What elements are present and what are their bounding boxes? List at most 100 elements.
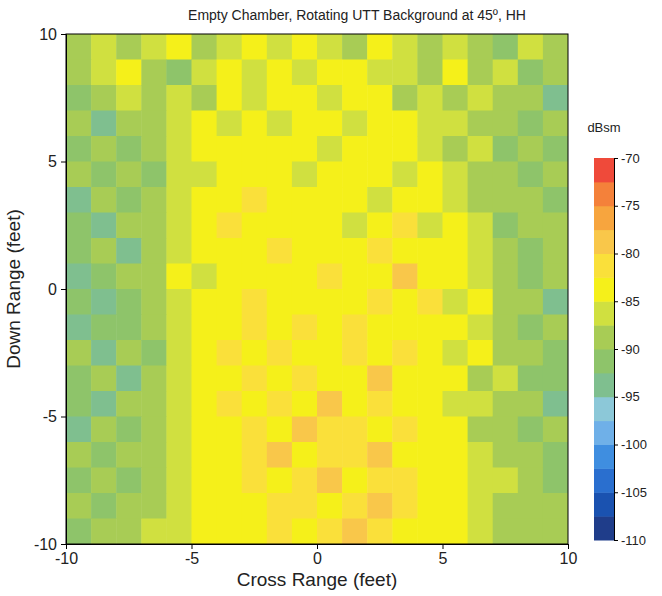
heatmap-cell — [116, 111, 142, 137]
heatmap-cell — [91, 34, 117, 60]
colorbar-tick-label: -110 — [621, 533, 646, 548]
colorbar-tick: -110 — [614, 533, 646, 548]
heatmap-cell — [292, 213, 318, 239]
heatmap-cell — [242, 213, 268, 239]
x-axis-line — [67, 545, 569, 550]
heatmap-cell — [543, 187, 568, 213]
heatmap-cell — [217, 264, 243, 290]
heatmap-cell — [292, 289, 318, 315]
heatmap-cell — [267, 417, 293, 443]
colorbar-tick-mark — [614, 206, 618, 207]
colorbar-tick: -105 — [614, 485, 647, 500]
heatmap-cell — [292, 187, 318, 213]
x-axis: -10-50510 — [55, 544, 578, 567]
heatmap-cell — [217, 213, 243, 239]
heatmap-cell — [242, 289, 268, 315]
colorbar-band — [594, 158, 614, 182]
heatmap-cell — [518, 391, 544, 417]
heatmap-cell — [317, 468, 343, 494]
heatmap-cell — [116, 264, 142, 290]
heatmap-cell — [367, 366, 393, 392]
heatmap-cell — [116, 519, 142, 545]
heatmap-cell — [192, 187, 218, 213]
heatmap-cell — [166, 34, 192, 60]
heatmap-cell — [392, 264, 418, 290]
heatmap-cell — [242, 417, 268, 443]
heatmap-cell — [518, 238, 544, 264]
heatmap-cell — [443, 391, 469, 417]
heatmap-cell — [468, 417, 494, 443]
heatmap-cell — [468, 34, 494, 60]
heatmap-cell — [443, 162, 469, 188]
heatmap-cell — [317, 213, 343, 239]
heatmap-cell — [518, 162, 544, 188]
heatmap-cell — [192, 315, 218, 341]
heatmap-cell — [392, 442, 418, 468]
heatmap-cell — [443, 34, 469, 60]
heatmap-cell — [317, 238, 343, 264]
heatmap-cell — [141, 213, 167, 239]
heatmap-cell — [367, 442, 393, 468]
heatmap-cell — [217, 187, 243, 213]
heatmap-cell — [192, 340, 218, 366]
colorbar-band — [594, 325, 614, 349]
heatmap-cell — [166, 136, 192, 162]
heatmap-cell — [192, 111, 218, 137]
heatmap-cell — [518, 34, 544, 60]
heatmap-cell — [317, 136, 343, 162]
heatmap-cell — [417, 340, 443, 366]
heatmap-cell — [66, 493, 92, 519]
heatmap-cell — [242, 162, 268, 188]
heatmap-cell — [242, 111, 268, 137]
heatmap-cell — [392, 213, 418, 239]
heatmap-cell — [417, 289, 443, 315]
chart-title: Empty Chamber, Rotating UTT Background a… — [188, 7, 526, 23]
heatmap-cell — [392, 238, 418, 264]
heatmap-cell — [518, 340, 544, 366]
heatmap-cell — [91, 366, 117, 392]
heatmap-cell — [141, 60, 167, 86]
heatmap-cell — [543, 340, 568, 366]
heatmap-cell — [518, 187, 544, 213]
heatmap-cell — [317, 442, 343, 468]
heatmap-cell — [192, 34, 218, 60]
heatmap-cell — [493, 85, 519, 111]
heatmap-cell — [242, 187, 268, 213]
x-tick-mark — [192, 544, 193, 549]
heatmap-cell — [66, 468, 92, 494]
heatmap-cell — [217, 391, 243, 417]
colorbar-tick-label: -85 — [621, 294, 640, 309]
heatmap-cell — [367, 213, 393, 239]
colorbar-tick: -75 — [614, 198, 640, 213]
heatmap-cell — [217, 34, 243, 60]
heatmap-cell — [66, 315, 92, 341]
heatmap-cell — [217, 366, 243, 392]
x-tick-mark — [317, 544, 318, 549]
heatmap-cell — [116, 442, 142, 468]
y-tick: 0 — [48, 281, 66, 298]
heatmap-cell — [443, 340, 469, 366]
heatmap-cell — [417, 162, 443, 188]
heatmap-cell — [443, 85, 469, 111]
heatmap-cell — [141, 187, 167, 213]
heatmap-cell — [217, 519, 243, 545]
heatmap-cell — [392, 85, 418, 111]
heatmap-cell — [292, 417, 318, 443]
y-axis-title: Down Range (feet) — [3, 209, 24, 368]
chart: -10-50510-10-50510Empty Chamber, Rotatin… — [0, 0, 662, 596]
colorbar-band — [594, 301, 614, 325]
heatmap-cell — [367, 417, 393, 443]
heatmap-cell — [91, 136, 117, 162]
heatmap-cell — [392, 289, 418, 315]
colorbar-band — [594, 397, 614, 421]
heatmap-cell — [217, 468, 243, 494]
heatmap-cell — [317, 519, 343, 545]
heatmap-cell — [292, 85, 318, 111]
heatmap-cell — [367, 493, 393, 519]
heatmap-cell — [493, 519, 519, 545]
heatmap-cell — [141, 315, 167, 341]
heatmap-cell — [91, 468, 117, 494]
heatmap-cell — [192, 162, 218, 188]
heatmap-cell — [141, 85, 167, 111]
colorbar-band — [594, 230, 614, 254]
